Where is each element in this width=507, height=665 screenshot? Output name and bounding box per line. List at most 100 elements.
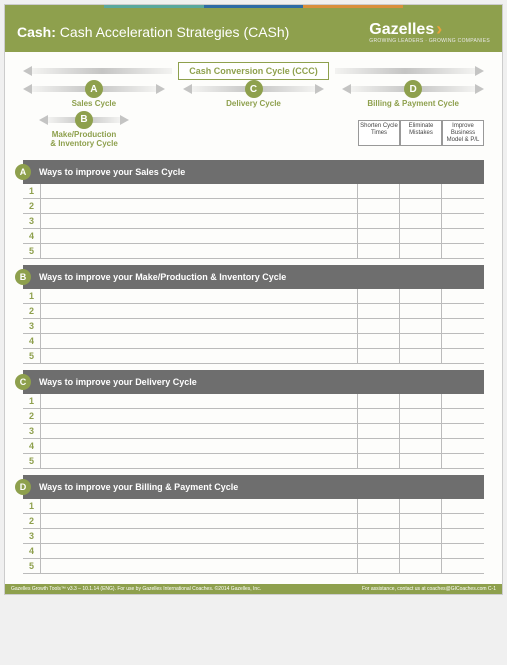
row-text-cell[interactable] — [41, 499, 358, 513]
check-cell[interactable] — [400, 454, 442, 468]
row-text-cell[interactable] — [41, 424, 358, 438]
row-text-cell[interactable] — [41, 229, 358, 243]
table-row: 2 — [23, 514, 484, 529]
section-title: Ways to improve your Delivery Cycle — [39, 377, 197, 387]
check-cell[interactable] — [358, 424, 400, 438]
row-text-cell[interactable] — [41, 544, 358, 558]
check-cell[interactable] — [358, 229, 400, 243]
check-cell[interactable] — [442, 289, 484, 303]
row-text-cell[interactable] — [41, 289, 358, 303]
table-row: 5 — [23, 244, 484, 259]
check-cell[interactable] — [358, 214, 400, 228]
row-number: 2 — [23, 304, 41, 318]
row-text-cell[interactable] — [41, 214, 358, 228]
check-cell[interactable] — [442, 214, 484, 228]
row-text-cell[interactable] — [41, 304, 358, 318]
check-cell[interactable] — [358, 349, 400, 363]
check-cell[interactable] — [358, 409, 400, 423]
check-cell[interactable] — [442, 499, 484, 513]
ccc-arrow-row: Cash Conversion Cycle (CCC) — [23, 62, 484, 80]
check-cell[interactable] — [400, 349, 442, 363]
check-cell[interactable] — [400, 529, 442, 543]
check-cell[interactable] — [358, 184, 400, 198]
check-cell[interactable] — [442, 409, 484, 423]
check-cell[interactable] — [442, 199, 484, 213]
page-title: Cash: Cash Acceleration Strategies (CASh… — [17, 24, 289, 40]
check-cell[interactable] — [442, 559, 484, 573]
row-text-cell[interactable] — [41, 529, 358, 543]
check-cell[interactable] — [442, 439, 484, 453]
footer-right: For assistance, contact us at coaches@GI… — [362, 586, 496, 592]
row-text-cell[interactable] — [41, 184, 358, 198]
table-row: 2 — [23, 304, 484, 319]
check-cell[interactable] — [442, 544, 484, 558]
check-cell[interactable] — [358, 544, 400, 558]
check-cell[interactable] — [442, 514, 484, 528]
check-cell[interactable] — [442, 529, 484, 543]
check-cell[interactable] — [400, 544, 442, 558]
check-cell[interactable] — [442, 319, 484, 333]
check-cell[interactable] — [358, 319, 400, 333]
check-cell[interactable] — [400, 289, 442, 303]
check-cell[interactable] — [400, 214, 442, 228]
brand-tagline: GROWING LEADERS · GROWING COMPANIES — [369, 38, 490, 44]
row-number: 5 — [23, 559, 41, 573]
check-cell[interactable] — [358, 244, 400, 258]
row-text-cell[interactable] — [41, 439, 358, 453]
table-row: 3 — [23, 319, 484, 334]
check-cell[interactable] — [358, 454, 400, 468]
check-cell[interactable] — [400, 319, 442, 333]
section-head: BWays to improve your Make/Production & … — [23, 265, 484, 289]
row-text-cell[interactable] — [41, 394, 358, 408]
check-cell[interactable] — [442, 304, 484, 318]
row-text-cell[interactable] — [41, 559, 358, 573]
row-text-cell[interactable] — [41, 349, 358, 363]
check-cell[interactable] — [442, 454, 484, 468]
arrow-right — [335, 66, 484, 76]
check-cell[interactable] — [442, 394, 484, 408]
check-cell[interactable] — [400, 199, 442, 213]
check-cell[interactable] — [400, 394, 442, 408]
row-text-cell[interactable] — [41, 199, 358, 213]
check-cell[interactable] — [400, 559, 442, 573]
row-text-cell[interactable] — [41, 514, 358, 528]
check-cell[interactable] — [400, 244, 442, 258]
check-cell[interactable] — [400, 334, 442, 348]
check-cell[interactable] — [400, 439, 442, 453]
check-cell[interactable] — [442, 424, 484, 438]
check-cell[interactable] — [400, 424, 442, 438]
check-cell[interactable] — [358, 394, 400, 408]
check-cell[interactable] — [358, 529, 400, 543]
check-cell[interactable] — [358, 439, 400, 453]
check-cell[interactable] — [442, 334, 484, 348]
row-text-cell[interactable] — [41, 454, 358, 468]
table-row: 1 — [23, 499, 484, 514]
brand-block: Gazelles › GROWING LEADERS · GROWING COM… — [369, 19, 490, 44]
table-row: 3 — [23, 214, 484, 229]
check-cell[interactable] — [400, 184, 442, 198]
check-cell[interactable] — [358, 304, 400, 318]
check-cell[interactable] — [400, 514, 442, 528]
row-text-cell[interactable] — [41, 244, 358, 258]
row-text-cell[interactable] — [41, 409, 358, 423]
check-cell[interactable] — [358, 559, 400, 573]
section-title: Ways to improve your Billing & Payment C… — [39, 482, 238, 492]
section-head: CWays to improve your Delivery Cycle — [23, 370, 484, 394]
ccc-label: Cash Conversion Cycle (CCC) — [178, 62, 329, 80]
check-cell[interactable] — [442, 184, 484, 198]
check-cell[interactable] — [358, 199, 400, 213]
check-cell[interactable] — [400, 229, 442, 243]
check-cell[interactable] — [358, 499, 400, 513]
row-text-cell[interactable] — [41, 319, 358, 333]
check-cell[interactable] — [400, 304, 442, 318]
row-number: 5 — [23, 244, 41, 258]
check-cell[interactable] — [358, 334, 400, 348]
row-text-cell[interactable] — [41, 334, 358, 348]
check-cell[interactable] — [400, 499, 442, 513]
check-cell[interactable] — [358, 289, 400, 303]
check-cell[interactable] — [442, 229, 484, 243]
check-cell[interactable] — [400, 409, 442, 423]
check-cell[interactable] — [442, 244, 484, 258]
check-cell[interactable] — [442, 349, 484, 363]
check-cell[interactable] — [358, 514, 400, 528]
